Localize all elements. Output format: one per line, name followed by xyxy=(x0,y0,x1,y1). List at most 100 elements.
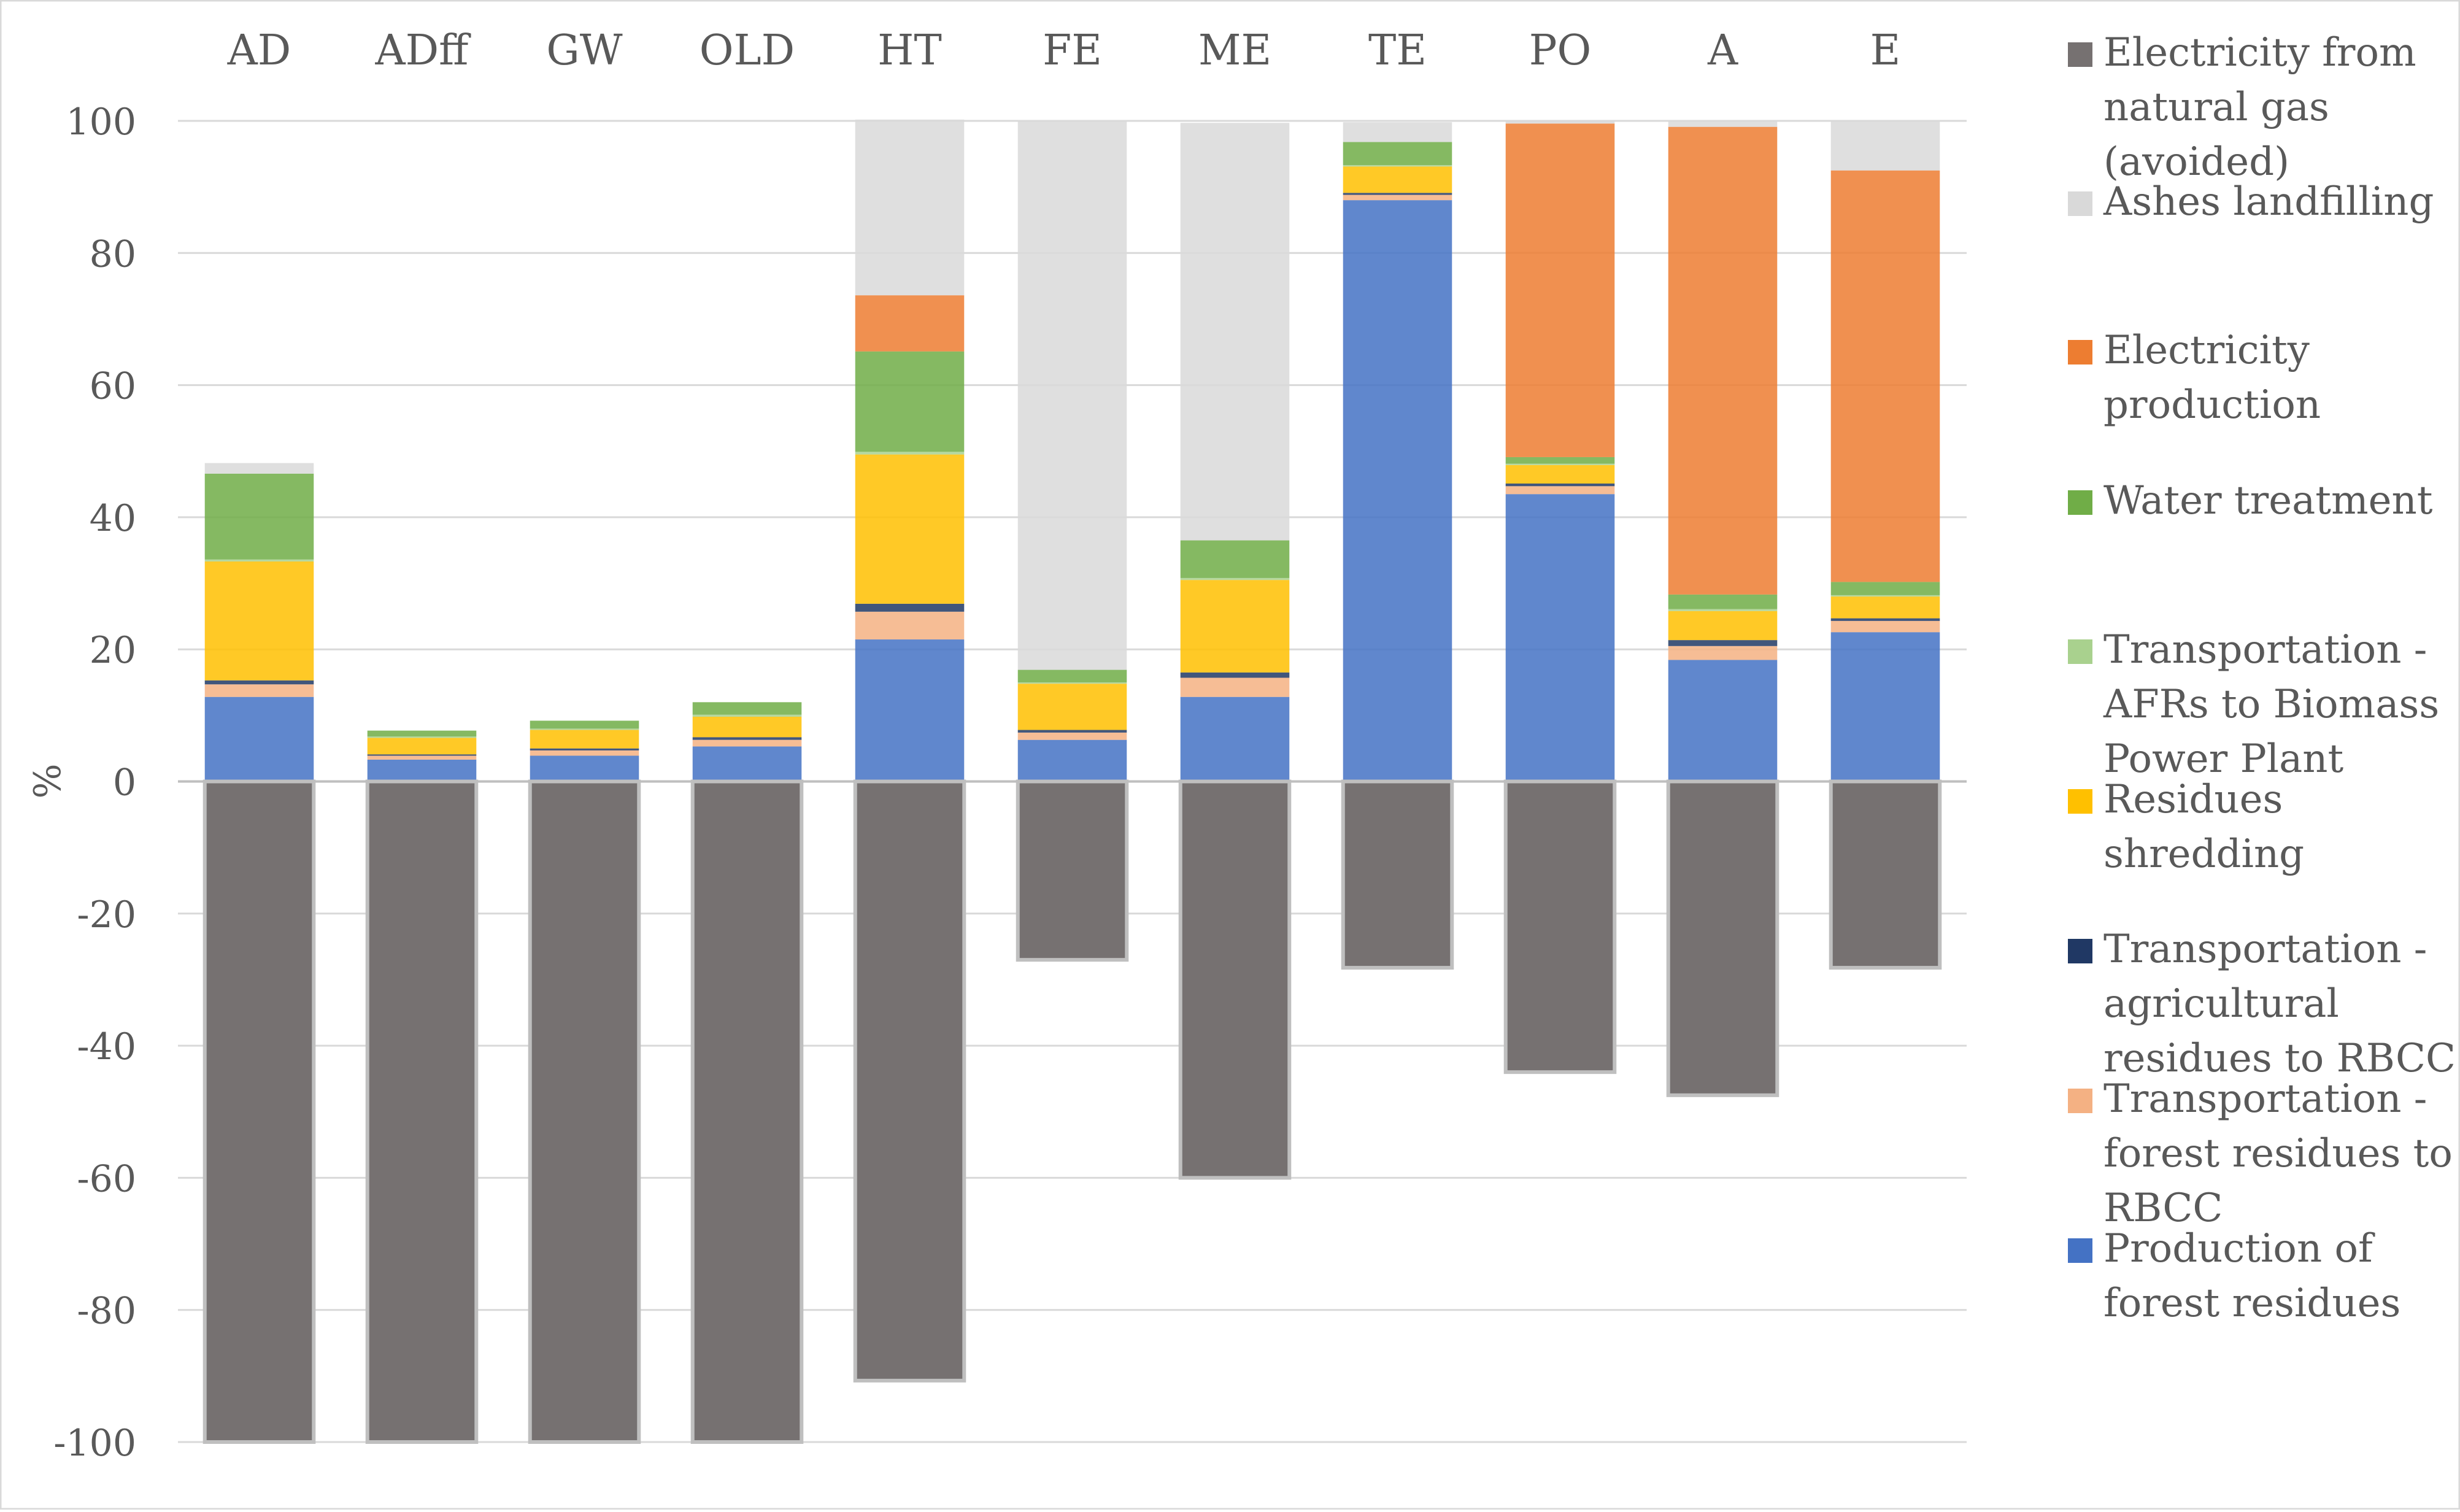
bar-segment xyxy=(1180,540,1290,578)
bar-segment xyxy=(1668,640,1778,646)
bar-segment xyxy=(1503,779,1617,1074)
bar-segment xyxy=(1668,646,1778,660)
bar-segment xyxy=(1668,126,1778,595)
bar-segment xyxy=(855,454,965,604)
category-label: PO xyxy=(1529,26,1592,75)
category-label: ADff xyxy=(375,26,472,75)
bar-segment xyxy=(367,755,477,760)
bar-segment xyxy=(1830,596,1940,619)
bar-segment xyxy=(1830,618,1940,621)
bar-segment xyxy=(692,717,802,738)
legend-swatch xyxy=(2068,490,2092,515)
y-tick-label: -80 xyxy=(77,1290,136,1333)
legend-label: Electricity production xyxy=(2103,328,2321,428)
bar-segment xyxy=(1668,611,1778,641)
y-axis: 100 80 60 40 20 0 -20 -40 -60 -80 -100 xyxy=(53,101,136,1465)
bar-segment xyxy=(1668,609,1778,611)
bar-segment xyxy=(855,611,965,640)
bar-segment xyxy=(367,738,477,755)
legend-item: Transportation -forest residues to RBCC xyxy=(2068,1076,2453,1231)
bar-segment xyxy=(530,750,639,756)
legend-swatch xyxy=(2068,789,2092,814)
bar-segment xyxy=(204,561,314,681)
bar-segment xyxy=(1830,632,1940,782)
bar-segment xyxy=(204,473,314,560)
bar-segment xyxy=(1180,696,1290,782)
bar-segment xyxy=(692,702,802,715)
legend-label: Transportation -forest residues to RBCC xyxy=(2103,1076,2453,1231)
category-label: GW xyxy=(546,26,622,75)
bar-segment xyxy=(855,351,965,452)
legend-swatch xyxy=(2068,191,2092,216)
bar-segment xyxy=(530,755,639,782)
bar-segment xyxy=(1666,779,1779,1097)
category-label: A xyxy=(1707,26,1738,75)
legend-swatch xyxy=(2068,639,2092,664)
bar-segment xyxy=(530,728,639,730)
bar-segment xyxy=(1180,123,1290,541)
bar-segment xyxy=(692,739,802,747)
y-tick-label: -100 xyxy=(53,1422,136,1465)
legend-item: Transportation -agricultural residues to … xyxy=(2068,927,2456,1081)
bar-segment xyxy=(1830,595,1940,597)
bar-segment xyxy=(204,684,314,697)
category-label: ME xyxy=(1198,26,1271,75)
bar-segment xyxy=(1178,779,1292,1180)
category-label: TE xyxy=(1368,26,1427,75)
legend-swatch xyxy=(2068,939,2092,963)
legend-item: Residues shredding xyxy=(2068,777,2304,877)
category-label: E xyxy=(1870,26,1901,75)
bar-segment xyxy=(1830,582,1940,595)
y-tick-label: 0 xyxy=(113,762,136,804)
legend-label: Ashes landfilling xyxy=(2103,179,2434,225)
y-tick-label: -20 xyxy=(77,893,136,936)
bar-segment xyxy=(367,730,477,737)
bar-segment xyxy=(1017,730,1127,733)
bar-segment xyxy=(1830,170,1940,582)
bar-segment xyxy=(1505,463,1615,465)
legend-item: Production of forest residues xyxy=(2068,1226,2400,1326)
legend-label: Water treatment xyxy=(2103,478,2433,523)
bar-segment xyxy=(855,452,965,455)
bar-segment xyxy=(692,746,802,782)
legend-label: Transportation -AFRs to Biomass Power Pla… xyxy=(2103,627,2439,782)
bar-segment xyxy=(1505,465,1615,484)
bar-segment xyxy=(1343,195,1452,201)
bar-segment xyxy=(1017,120,1127,670)
bar-segment xyxy=(1343,193,1452,195)
bar-segment xyxy=(692,714,802,717)
bar-segment xyxy=(1016,779,1129,962)
y-tick-label: -60 xyxy=(77,1157,136,1200)
y-tick-label: 100 xyxy=(66,101,136,144)
bar-segment xyxy=(1343,142,1452,166)
bar-segment xyxy=(1343,200,1452,782)
bar-segment xyxy=(367,759,477,782)
legend-item: Ashes landfilling xyxy=(2068,179,2434,225)
category-label: FE xyxy=(1043,26,1102,75)
bar-segment xyxy=(1505,122,1615,124)
bar-segment xyxy=(1017,684,1127,730)
bar-segment xyxy=(1180,577,1290,580)
legend-swatch xyxy=(2068,1089,2092,1113)
bars xyxy=(202,119,1942,1444)
bar-segment xyxy=(1017,682,1127,684)
bar-segment xyxy=(1341,779,1454,970)
bar-segment xyxy=(1505,483,1615,487)
bar-segment xyxy=(1017,739,1127,782)
bar-segment xyxy=(855,639,965,782)
legend-swatch xyxy=(2068,340,2092,364)
bar-segment xyxy=(855,295,965,352)
legend-item: Transportation -AFRs to Biomass Power Pla… xyxy=(2068,627,2439,782)
bar-segment xyxy=(530,748,639,750)
bar-segment xyxy=(528,779,641,1444)
bar-segment xyxy=(365,779,479,1444)
bar-segment xyxy=(530,720,639,729)
legend-swatch xyxy=(2068,42,2092,67)
bar-segment xyxy=(367,736,477,738)
legend-item: Electricity from natural gas (avoided) xyxy=(2068,30,2416,185)
category-label: AD xyxy=(227,26,291,75)
bar-segment xyxy=(1830,121,1940,171)
bar-segment xyxy=(690,779,804,1444)
legend-item: Water treatment xyxy=(2068,478,2433,523)
